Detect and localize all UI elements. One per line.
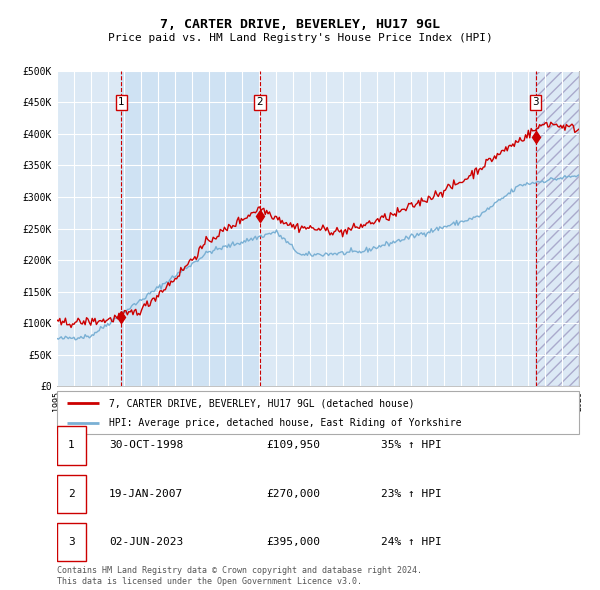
Text: 2: 2 [257,97,263,107]
FancyBboxPatch shape [57,523,86,561]
Text: 7, CARTER DRIVE, BEVERLEY, HU17 9GL: 7, CARTER DRIVE, BEVERLEY, HU17 9GL [160,18,440,31]
Bar [121,71,260,386]
Text: 7, CARTER DRIVE, BEVERLEY, HU17 9GL (detached house): 7, CARTER DRIVE, BEVERLEY, HU17 9GL (det… [109,398,415,408]
Text: 1: 1 [118,97,125,107]
FancyBboxPatch shape [57,391,579,434]
Text: £109,950: £109,950 [266,441,320,450]
Text: HPI: Average price, detached house, East Riding of Yorkshire: HPI: Average price, detached house, East… [109,418,462,428]
Text: 30-OCT-1998: 30-OCT-1998 [109,441,184,450]
Text: 3: 3 [532,97,539,107]
Text: Contains HM Land Registry data © Crown copyright and database right 2024.: Contains HM Land Registry data © Crown c… [57,566,422,575]
Text: 3: 3 [68,537,75,547]
Text: This data is licensed under the Open Government Licence v3.0.: This data is licensed under the Open Gov… [57,577,362,586]
Text: 19-JAN-2007: 19-JAN-2007 [109,489,184,499]
FancyBboxPatch shape [57,427,86,464]
Text: 2: 2 [68,489,75,499]
Text: 02-JUN-2023: 02-JUN-2023 [109,537,184,547]
FancyBboxPatch shape [57,475,86,513]
Text: 1: 1 [68,441,75,450]
Text: £395,000: £395,000 [266,537,320,547]
Text: 35% ↑ HPI: 35% ↑ HPI [380,441,442,450]
Bar [536,71,579,386]
Text: Price paid vs. HM Land Registry's House Price Index (HPI): Price paid vs. HM Land Registry's House … [107,33,493,42]
Text: 24% ↑ HPI: 24% ↑ HPI [380,537,442,547]
Text: £270,000: £270,000 [266,489,320,499]
Text: 23% ↑ HPI: 23% ↑ HPI [380,489,442,499]
